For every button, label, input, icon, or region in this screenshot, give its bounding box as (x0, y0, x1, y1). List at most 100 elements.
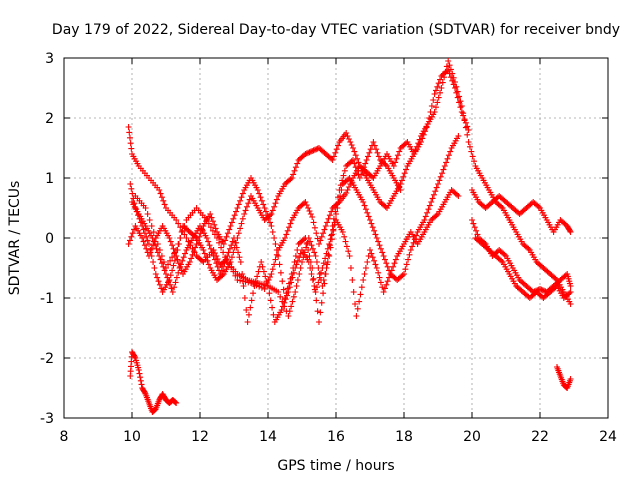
data-point (156, 247, 163, 253)
data-point (357, 291, 364, 298)
data-point (277, 293, 284, 300)
data-point (339, 229, 346, 235)
data-point (438, 85, 445, 91)
data-point (322, 271, 329, 277)
data-point (377, 279, 384, 286)
data-point (288, 279, 295, 286)
data-point (144, 211, 151, 217)
data-point (431, 91, 438, 97)
data-point (305, 149, 312, 156)
data-point (292, 289, 299, 295)
series-track-8 (472, 235, 574, 301)
data-point (136, 370, 143, 377)
data-point (327, 244, 334, 251)
data-point (437, 89, 444, 96)
data-point (307, 148, 314, 155)
data-point (199, 226, 206, 233)
data-point (471, 224, 478, 231)
data-point (208, 214, 215, 221)
x-tick-label: 16 (327, 429, 345, 445)
data-point (391, 260, 398, 267)
data-point (201, 250, 208, 257)
data-point (422, 128, 429, 135)
data-point (322, 223, 329, 229)
data-point (229, 238, 236, 245)
data-point (446, 62, 453, 69)
data-point (372, 261, 379, 268)
data-point (244, 319, 251, 325)
data-point (338, 187, 345, 193)
x-tick-label: 10 (123, 429, 141, 445)
data-point (150, 238, 157, 245)
data-point (356, 298, 363, 305)
data-point (313, 259, 320, 265)
data-point (238, 194, 245, 201)
data-point (167, 281, 174, 288)
data-point (354, 305, 361, 312)
data-point (567, 283, 574, 289)
data-point (305, 205, 312, 211)
data-point (427, 109, 434, 115)
data-point (326, 241, 333, 247)
data-point (126, 237, 133, 244)
data-point (340, 172, 347, 179)
data-point (140, 238, 147, 245)
data-point (313, 284, 320, 291)
data-point (464, 131, 471, 138)
data-point (310, 275, 317, 282)
data-point (211, 231, 218, 238)
data-point (164, 274, 171, 281)
data-point (453, 89, 460, 96)
data-point (211, 256, 218, 263)
data-point (287, 176, 294, 183)
data-point (352, 164, 359, 171)
data-point (333, 146, 340, 153)
data-point (346, 253, 353, 259)
data-point (350, 289, 357, 295)
grid (64, 58, 608, 418)
data-point (176, 265, 183, 271)
data-point (172, 399, 179, 406)
data-point (275, 289, 282, 295)
data-point (311, 283, 318, 289)
data-point (471, 158, 478, 165)
x-tick-label: 12 (191, 429, 209, 445)
data-point (279, 278, 286, 285)
data-point (420, 131, 427, 138)
data-point (146, 241, 152, 247)
data-point (447, 148, 454, 155)
data-point (203, 235, 210, 241)
data-point (143, 245, 150, 252)
data-point (498, 203, 505, 210)
data-point (309, 148, 316, 154)
data-point (289, 298, 296, 305)
data-point (310, 219, 317, 226)
data-point (437, 173, 444, 180)
data-point (225, 249, 232, 256)
data-point (224, 230, 231, 237)
data-point (139, 235, 146, 241)
data-point (403, 261, 410, 268)
data-point (165, 261, 172, 268)
data-point (217, 271, 224, 277)
data-point (294, 160, 301, 167)
data-point (307, 238, 314, 245)
data-point (138, 381, 145, 388)
data-point (282, 235, 288, 241)
data-point (470, 220, 477, 227)
data-point (392, 256, 399, 263)
data-point (132, 205, 139, 211)
y-tick-label: 3 (45, 51, 54, 67)
data-point (196, 233, 203, 240)
data-point (233, 244, 240, 251)
data-point (384, 278, 391, 285)
data-point (335, 199, 342, 205)
data-point (439, 79, 446, 86)
data-point (401, 170, 408, 177)
data-point (306, 149, 313, 156)
data-point (203, 254, 210, 261)
data-point (330, 153, 337, 160)
data-point (380, 253, 387, 259)
data-point (257, 194, 264, 201)
